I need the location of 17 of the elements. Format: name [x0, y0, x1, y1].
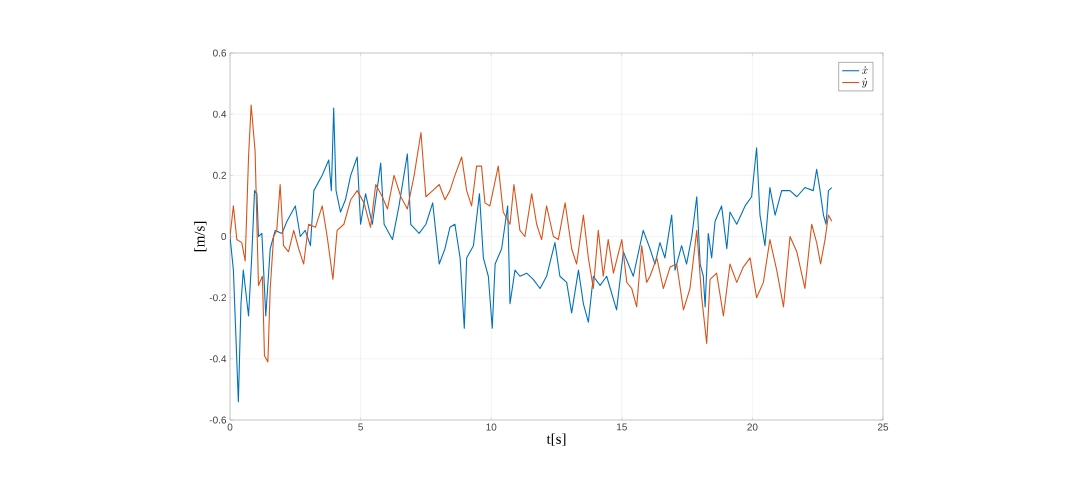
x-tick-label: 25	[877, 423, 889, 431]
y-tick-label: 0.2	[213, 171, 226, 179]
y-tick-label: -0.6	[209, 416, 227, 424]
legend-label: $\dot{y}$	[862, 78, 868, 88]
y-tick-label: -0.4	[209, 355, 227, 363]
y-tick-label: 0	[221, 232, 227, 241]
x-tick-label: 15	[617, 423, 627, 431]
y-tick-label: 0.6	[213, 49, 227, 57]
y-axis-title: [m/s]	[194, 221, 207, 252]
x-tick-label: 20	[747, 423, 758, 431]
x-axis-title: t[s]	[546, 433, 566, 446]
y-tick-label: -0.2	[209, 294, 226, 302]
x-tick-label: 5	[358, 423, 363, 431]
x-tick-label: 0	[227, 423, 233, 431]
y-tick-label: 0.4	[213, 110, 227, 118]
x-tick-label: 10	[486, 423, 497, 431]
legend-label: $\dot{x}$	[862, 66, 868, 74]
